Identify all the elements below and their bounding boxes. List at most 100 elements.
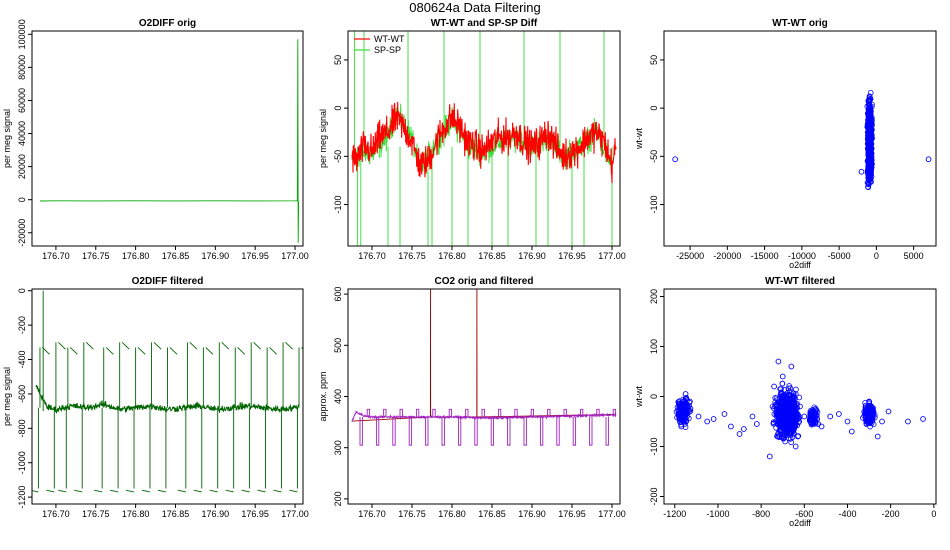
y-tick-label: 50	[333, 55, 343, 65]
y-tick-label: -200	[649, 487, 659, 505]
scatter-point	[753, 421, 760, 427]
y-tick-label: 200	[333, 491, 343, 506]
scatter-point	[865, 117, 872, 123]
data-layer	[32, 290, 303, 493]
scatter-point	[808, 411, 814, 418]
scatter-point	[781, 405, 788, 412]
scatter-point	[787, 435, 794, 442]
o2-step-low	[273, 489, 282, 493]
scatter-point	[766, 453, 773, 460]
scatter-point	[704, 418, 711, 425]
plot-title: CO2 orig and filtered	[435, 276, 534, 287]
scatter-point	[866, 147, 873, 154]
figure-title: 080624a Data Filtering	[409, 0, 541, 15]
scatter-point	[771, 383, 777, 390]
x-tick-label: 176.70	[42, 509, 70, 519]
scatter-point	[683, 408, 690, 414]
scatter-point	[865, 416, 872, 423]
plot-frame	[31, 288, 304, 505]
data-layer	[673, 358, 926, 460]
x-tick-label: 176.95	[558, 251, 586, 261]
data-layer	[351, 31, 617, 246]
y-tick-label: 0	[649, 394, 659, 399]
y-tick-label: 200	[649, 289, 659, 304]
scatter-point	[844, 418, 851, 425]
y-tick-label: -800	[17, 419, 27, 437]
x-tick-label: 0	[931, 509, 936, 519]
x-tick-label: 177.00	[281, 509, 309, 519]
o2-step-low	[141, 489, 151, 493]
co2-bump	[448, 408, 453, 417]
y-tick-label: 20000	[17, 154, 27, 179]
co2-dip	[605, 416, 609, 446]
scatter-point	[775, 430, 782, 436]
co2-bump	[432, 408, 436, 417]
y-tick-label: 100	[649, 339, 659, 354]
o2-step-low	[209, 489, 218, 493]
scatter-point	[788, 363, 795, 370]
plot-title: WT-WT orig	[772, 18, 828, 29]
y-axis-label: wt-wt	[634, 128, 644, 150]
x-tick-label: 176.75	[82, 509, 110, 519]
co2-dip	[474, 416, 478, 446]
co2-dip	[457, 416, 462, 446]
plot-title: WT-WT filtered	[765, 276, 835, 287]
scatter-point	[868, 136, 875, 143]
scatter-point	[789, 409, 795, 416]
scatter-point	[836, 411, 842, 417]
y-axis-label: wt-wt	[634, 386, 644, 408]
plot-p4: O2DIFF filtered 176.70 176.75 176.80 176.85 1…	[2, 276, 309, 519]
plot-frame	[663, 288, 937, 505]
o2-step-plateau	[301, 347, 303, 350]
y-tick-label: -20000	[17, 219, 27, 247]
o2-step-plateau	[205, 347, 214, 355]
co2-bump	[497, 408, 502, 417]
scatter-point	[771, 405, 777, 412]
scatter-point	[787, 417, 793, 423]
scatter-point	[885, 408, 892, 415]
scatter-point	[827, 413, 834, 420]
plot-frame	[347, 30, 621, 247]
data-layer	[351, 289, 617, 446]
scatter-point	[778, 434, 785, 441]
plot-frame	[663, 30, 937, 247]
o2-step-plateau	[105, 347, 114, 355]
x-tick-label: -600	[795, 509, 813, 519]
scatter-point	[868, 150, 874, 157]
o2-step-low	[225, 489, 234, 493]
scatter-point	[865, 120, 871, 126]
scatter-point	[808, 415, 815, 421]
o2-step-plateau	[85, 341, 94, 350]
scatter-point	[868, 420, 875, 426]
scatter-point	[865, 141, 871, 147]
legend-label: WT-WT	[374, 34, 405, 44]
plot-title: O2DIFF filtered	[132, 276, 204, 287]
scatter-point	[775, 358, 782, 365]
co2-dip	[589, 416, 593, 446]
scatter-point	[867, 135, 873, 142]
o2-step-plateau	[169, 347, 178, 355]
scatter-point	[867, 402, 873, 409]
o2-step-plateau	[137, 347, 146, 355]
x-tick-label: 176.80	[122, 509, 150, 519]
x-tick-label: 177.00	[598, 251, 626, 261]
o2-step-low	[157, 489, 167, 493]
series-line-wt-wt	[351, 101, 617, 184]
co2-dip	[572, 416, 577, 446]
co2-dip	[539, 416, 544, 446]
scatter-point	[777, 386, 783, 392]
scatter-point	[925, 156, 932, 163]
scatter-point	[790, 393, 796, 399]
scatter-point	[787, 385, 794, 391]
y-tick-label: -100	[649, 437, 659, 455]
scatter-point	[869, 413, 876, 419]
scatter-point	[866, 99, 872, 105]
o2-step-plateau	[121, 341, 130, 350]
co2-dip	[490, 416, 495, 446]
scatter-point	[795, 433, 801, 440]
scatter-point	[808, 417, 815, 424]
scatter-point	[796, 394, 803, 401]
scatter-point	[879, 418, 885, 425]
scatter-point	[678, 416, 684, 423]
y-axis-label: per meg signal	[2, 367, 12, 426]
